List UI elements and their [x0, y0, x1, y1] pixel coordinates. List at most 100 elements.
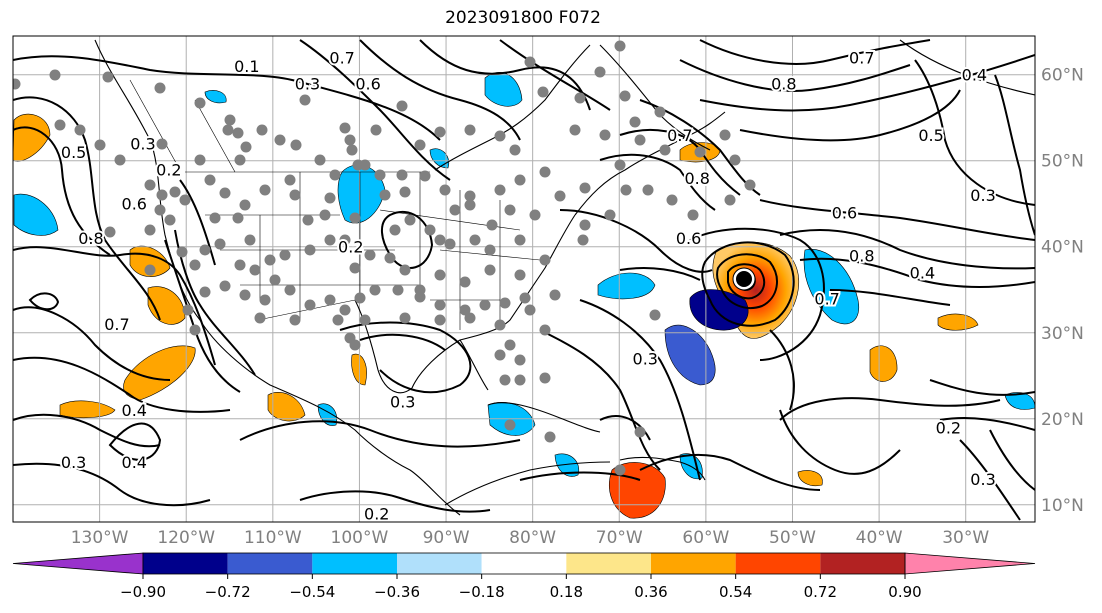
station-dot	[189, 259, 201, 271]
station-dot	[549, 289, 561, 301]
station-dot	[539, 254, 551, 266]
station-dot	[599, 129, 611, 141]
station-dot	[329, 169, 341, 181]
station-dot	[444, 238, 456, 250]
contour-label: 0.3	[970, 470, 995, 489]
station-dot	[620, 184, 632, 196]
latitude-tick-label: 30°N	[1041, 324, 1084, 344]
station-dot	[324, 234, 336, 246]
contour-label: 0.1	[234, 57, 259, 76]
contour-label: 0.8	[78, 229, 103, 248]
colorbar-bin	[397, 553, 482, 574]
station-dot	[514, 374, 526, 386]
longitude-tick-label: 70°W	[596, 528, 643, 548]
latitude-tick-label: 20°N	[1041, 410, 1084, 430]
station-dot	[694, 146, 706, 158]
station-dot	[484, 244, 496, 256]
station-dot	[144, 179, 156, 191]
colorbar-outline	[142, 552, 906, 575]
longitude-tick-label: 90°W	[423, 528, 470, 548]
station-dot	[349, 262, 361, 274]
colorbar-tick-label: −0.54	[289, 583, 335, 601]
station-dot	[634, 426, 646, 438]
observation-stations	[13, 40, 756, 476]
station-dot	[349, 339, 361, 351]
cold-anomaly-blob	[484, 72, 523, 107]
longitude-tick-label: 130°W	[71, 528, 129, 548]
station-dot	[414, 291, 426, 303]
contour-label: 0.3	[130, 135, 155, 154]
station-dot	[594, 66, 606, 78]
station-dot	[399, 264, 411, 276]
station-dot	[399, 186, 411, 198]
station-dot	[389, 224, 401, 236]
longitude-axis: 130°W 120°W 110°W 100°W 90°W 80°W 70°W 60°W 50°W…	[71, 528, 990, 548]
station-dot	[154, 82, 166, 94]
station-dot	[434, 126, 446, 138]
station-dot	[374, 169, 386, 181]
cold-anomaly-blob	[204, 90, 227, 104]
station-dot	[154, 204, 166, 216]
coastlines	[94, 39, 1035, 516]
station-dot	[494, 319, 506, 331]
contour-label: 0.7	[849, 49, 874, 68]
station-dot	[579, 219, 591, 231]
contour-lines	[13, 39, 1035, 521]
station-dot	[182, 304, 194, 316]
station-dot	[332, 314, 344, 326]
station-dot	[269, 274, 281, 286]
station-dot	[189, 324, 201, 336]
station-dot	[524, 304, 536, 316]
contour-label: 0.7	[814, 289, 839, 308]
cold-anomaly-blob	[664, 325, 716, 386]
station-dot	[486, 219, 498, 231]
warm-anomaly-blob	[13, 113, 51, 162]
station-dot	[524, 56, 536, 68]
contour-label: 0.4	[122, 453, 147, 472]
station-dot	[13, 78, 21, 90]
contour-label: 0.6	[676, 229, 701, 248]
colorbar-bin	[820, 553, 905, 574]
station-dot	[264, 254, 276, 266]
station-dot	[464, 190, 476, 202]
station-dot	[339, 122, 351, 134]
station-dot	[509, 144, 521, 156]
station-dot	[399, 312, 411, 324]
station-dot	[494, 349, 506, 361]
station-dot	[604, 209, 616, 221]
longitude-tick-label: 60°W	[682, 528, 729, 548]
colorbar-bin	[143, 553, 228, 574]
station-dot	[539, 372, 551, 384]
colorbar-tick-label: 0.36	[634, 583, 667, 601]
station-dot	[569, 124, 581, 136]
station-dot	[194, 97, 206, 109]
warm-anomaly-blob	[267, 392, 306, 422]
station-dot	[494, 184, 506, 196]
station-dot	[179, 194, 191, 206]
cold-anomaly-blob	[1004, 392, 1035, 410]
station-dot	[232, 212, 244, 224]
station-dot	[304, 244, 316, 256]
station-dot	[687, 209, 699, 221]
station-dot	[169, 186, 181, 198]
station-dot	[370, 124, 382, 136]
colorbar-tick-label: −0.72	[205, 583, 251, 601]
colorbar-tick-label: −0.90	[120, 583, 166, 601]
station-dot	[254, 312, 266, 324]
station-dot	[439, 184, 451, 196]
station-dot	[339, 234, 351, 246]
colorbar-bin	[481, 553, 567, 574]
longitude-tick-label: 110°W	[244, 528, 302, 548]
contour-label: 0.5	[61, 143, 86, 162]
station-dot	[74, 124, 86, 136]
station-dot	[299, 94, 311, 106]
station-dot	[404, 214, 416, 226]
station-dot	[239, 199, 251, 211]
station-dot	[504, 339, 516, 351]
station-dot	[642, 184, 654, 196]
station-dot	[240, 141, 252, 153]
station-dot	[199, 286, 211, 298]
station-dot	[219, 187, 231, 199]
station-dot	[659, 144, 671, 156]
station-dot	[156, 189, 168, 201]
